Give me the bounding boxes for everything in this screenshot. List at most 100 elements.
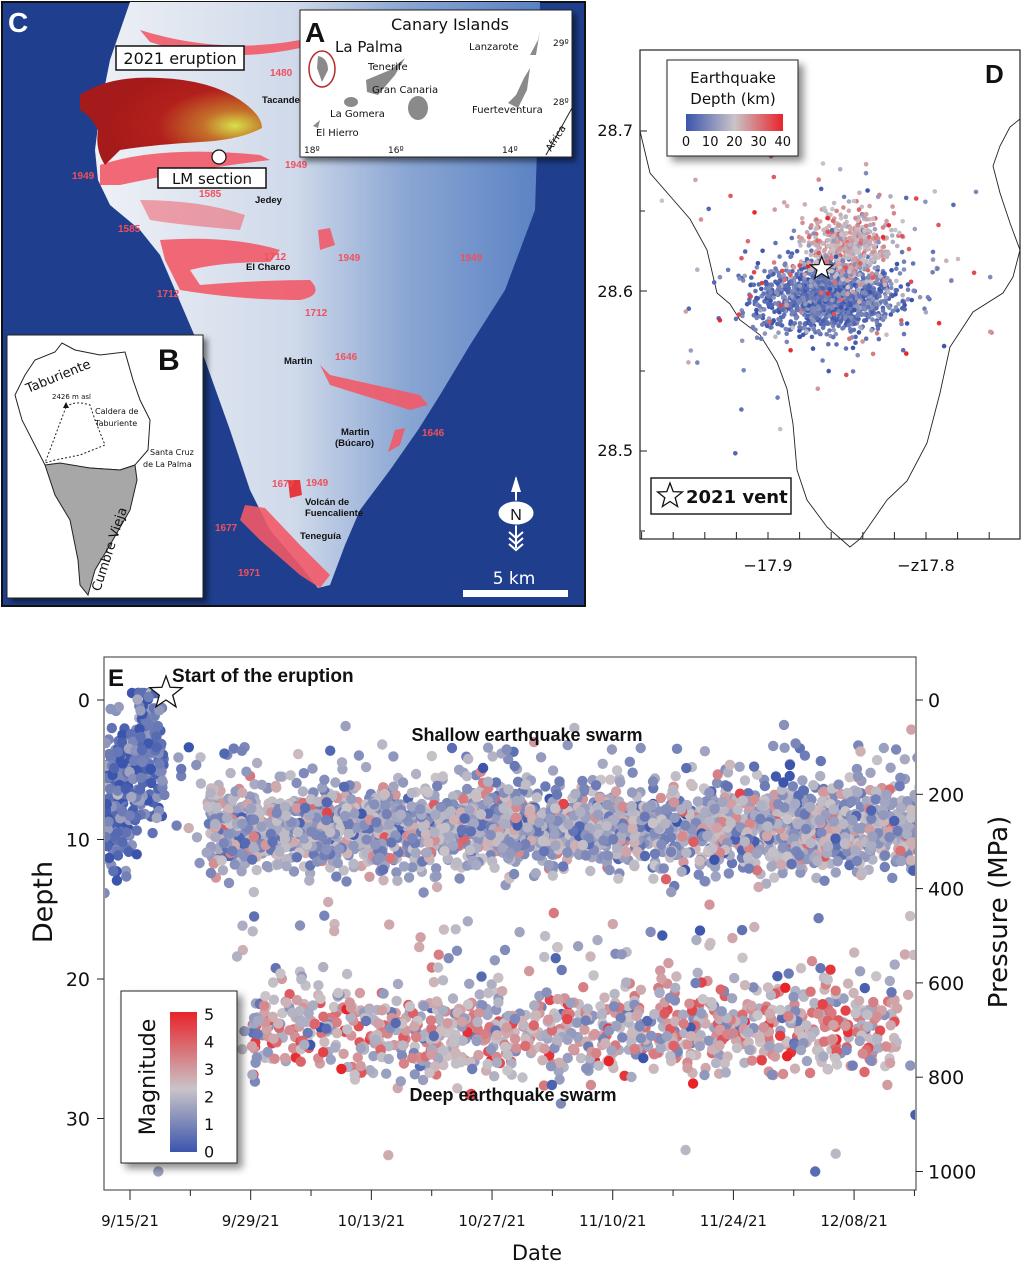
earthquake-dot [359,819,370,831]
earthquake-dot [391,867,402,878]
earthquake-dot [718,837,729,849]
earthquake-dot [715,802,726,813]
earthquake-dot [270,814,281,825]
earthquake-dot [688,824,700,836]
earthquake-dot [634,825,645,836]
earthquake-dot [853,837,864,849]
earthquake-dot [524,822,536,833]
earthquake-dot [505,826,516,838]
earthquake-dot [299,807,310,818]
epicenter-dot [875,194,881,200]
earthquake-dot [780,820,792,831]
earthquake-dot [924,805,934,815]
earthquake-dot [547,796,558,808]
earthquake-dot [240,800,251,811]
earthquake-dot [509,801,520,813]
earthquake-dot [651,810,662,821]
earthquake-dot [896,835,908,847]
earthquake-dot [216,834,227,845]
earthquake-dot [589,814,601,826]
earthquake-dot [222,829,233,841]
earthquake-dot [680,820,691,831]
earthquake-dot [313,840,324,852]
earthquake-dot [616,814,628,826]
earthquake-dot [486,826,498,837]
la-palma-highlight [308,50,336,88]
earthquake-dot [133,747,144,758]
earthquake-dot [492,790,504,801]
earthquake-dot [109,842,121,854]
earthquake-dot [899,842,910,853]
earthquake-dot [145,763,157,775]
earthquake-dot [593,809,604,820]
earthquake-dot [379,860,390,871]
earthquake-dot [499,791,511,803]
earthquake-dot [825,841,837,852]
earthquake-dot [818,786,829,797]
epicenter-dot [820,318,826,324]
earthquake-dot [426,802,437,813]
earthquake-dot [825,803,836,814]
earthquake-dot [105,811,111,823]
earthquake-dot [913,800,915,809]
epicenter-dot [733,316,739,322]
earthquake-dot [523,837,534,848]
epicenter-dot [821,304,826,310]
earthquake-dot [527,815,538,826]
inset-a-content: A Canary Islands La Palma Tenerife Gran … [304,15,573,156]
earthquake-dot [426,848,437,859]
earthquake-dot [798,785,809,796]
earthquake-dot [851,866,863,878]
epicenter-dot [831,234,836,239]
earthquake-dot [925,796,935,806]
earthquake-dot [105,761,111,772]
earthquake-dot [256,821,267,832]
earthquake-dot [797,795,808,806]
earthquake-dot [183,822,194,834]
epicenter-dot [797,324,802,330]
earthquake-dot [225,847,236,859]
earthquake-dot [679,824,690,835]
earthquake-dot [402,793,414,804]
earthquake-dot [917,820,927,830]
earthquake-dot [554,776,565,787]
earthquake-dot [820,809,831,820]
earthquake-dot [665,791,677,802]
earthquake-dot [229,859,240,870]
earthquake-dot [764,851,776,862]
earthquake-dot [122,767,133,779]
earthquake-dot [452,840,464,852]
earthquake-dot [407,819,419,830]
earthquake-dot [367,796,379,808]
earthquake-dot [683,823,694,834]
earthquake-dot [837,846,848,857]
earthquake-dot [723,824,734,835]
earthquake-dot [281,833,292,844]
earthquake-dot [704,824,715,836]
earthquake-dot [807,842,818,853]
earthquake-dot [603,827,615,838]
earthquake-dot [565,839,576,850]
earthquake-dot [493,823,505,834]
earthquake-dot [105,839,112,851]
epicenter-dot [876,336,882,342]
earthquake-dot [528,812,539,823]
earthquake-dot [470,852,481,863]
earthquake-dot [497,842,508,854]
earthquake-dot [778,818,789,829]
earthquake-dot [291,840,303,852]
earthquake-dot [629,842,641,853]
earthquake-dot [285,841,296,852]
earthquake-dot [310,821,321,832]
earthquake-dot [226,797,237,808]
earthquake-dot [132,731,143,743]
epicenter-dot [846,322,851,328]
earthquake-dot [429,835,440,846]
earthquake-dot [533,826,544,837]
earthquake-dot [378,790,389,801]
earthquake-dot [300,847,311,859]
earthquake-dot [420,847,432,858]
earthquake-dot [581,843,592,855]
epicenter-dot [815,304,821,309]
earthquake-dot [592,818,603,830]
